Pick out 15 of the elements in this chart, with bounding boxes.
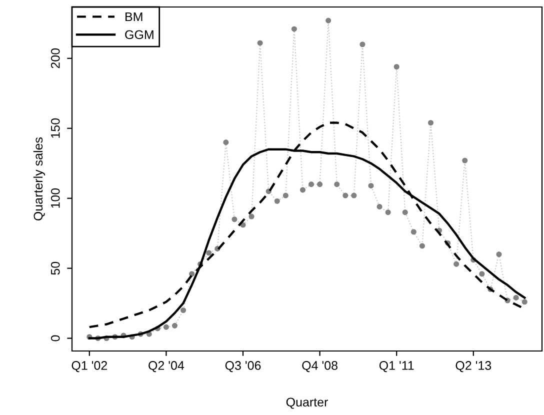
y-tick-label: 200 [50, 48, 60, 68]
y-tick-label: 0 [50, 335, 60, 342]
legend-label: BM [126, 12, 142, 22]
y-tick-label: 100 [50, 188, 60, 208]
x-tick-label: Q2 '13 [456, 361, 492, 372]
x-tick-label: Q4 '08 [302, 361, 338, 372]
legend-label: GGM [125, 30, 154, 40]
x-axis-title: Quarter [286, 398, 328, 409]
x-tick-label: Q1 '02 [72, 361, 107, 372]
y-tick-label: 50 [50, 262, 60, 275]
x-tick-label: Q2 '04 [148, 361, 184, 372]
y-axis-title: Quarterly sales [33, 137, 46, 220]
x-tick-label: Q3 '06 [225, 361, 261, 372]
y-tick-label: 150 [50, 118, 60, 138]
x-tick-label: Q1 '11 [379, 361, 414, 372]
